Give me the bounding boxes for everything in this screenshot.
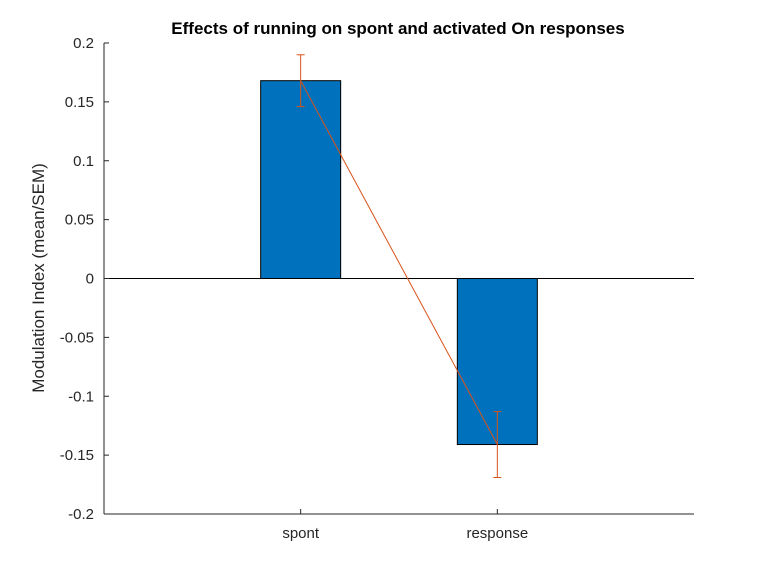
y-tick-label: 0: [86, 271, 94, 288]
y-tick-label: 0.05: [65, 212, 94, 229]
chart-title: Effects of running on spont and activate…: [171, 19, 624, 38]
y-tick-label: -0.1: [68, 388, 94, 405]
x-tick-label-spont: spont: [282, 525, 320, 542]
error-bars: [296, 54, 502, 478]
y-tick-label: 0.15: [65, 94, 94, 111]
bar-spont: [260, 80, 342, 280]
axes: [103, 43, 694, 515]
y-tick-label: -0.05: [60, 329, 94, 346]
errorbar-connector: [300, 80, 498, 445]
x-ticks: spont response: [282, 509, 528, 542]
y-ticks: -0.2 -0.15 -0.1 -0.05 0 0.05 0.1 0.15 0.2: [60, 35, 109, 523]
y-tick-label: -0.15: [60, 447, 94, 464]
x-tick-label-response: response: [466, 525, 528, 542]
bars: [260, 80, 538, 446]
y-axis-label: Modulation Index (mean/SEM): [29, 163, 48, 393]
y-tick-label: -0.2: [68, 506, 94, 523]
y-tick-label: 0.1: [73, 153, 94, 170]
y-tick-label: 0.2: [73, 35, 94, 52]
